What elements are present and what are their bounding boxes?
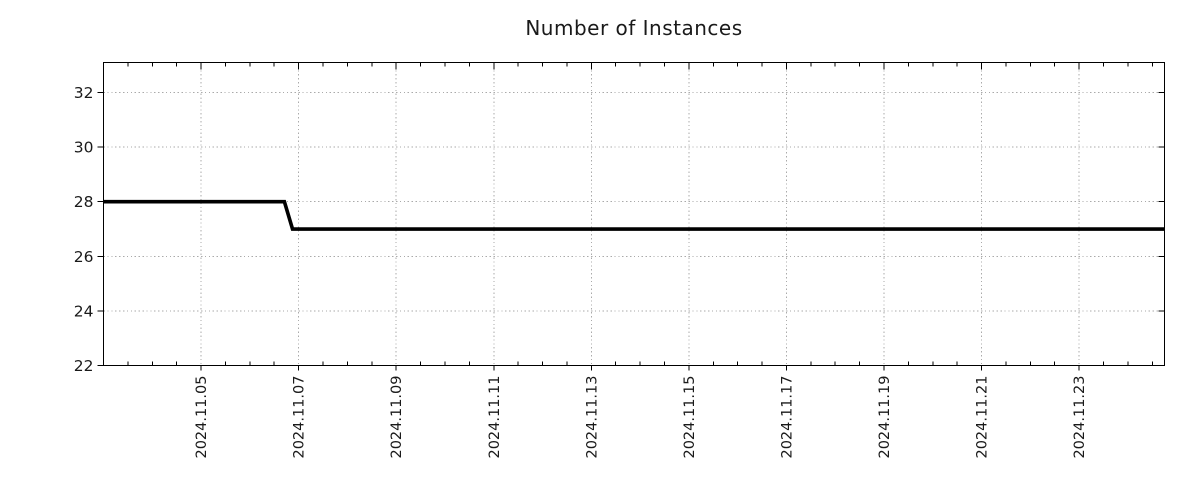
x-tick-labels: 2024.11.05 2024.11.07 2024.11.09 2024.11.11… xyxy=(194,376,1088,459)
series-line-instances xyxy=(103,199,1165,231)
axis-ticks xyxy=(97,62,1165,371)
svg-text:26: 26 xyxy=(74,248,94,266)
svg-text:2024.11.19: 2024.11.19 xyxy=(877,376,893,459)
svg-text:2024.11.09: 2024.11.09 xyxy=(389,376,405,459)
chart-title: Number of Instances xyxy=(525,16,743,40)
svg-text:32: 32 xyxy=(74,84,94,102)
svg-text:2024.11.13: 2024.11.13 xyxy=(584,376,600,459)
svg-text:24: 24 xyxy=(74,302,94,320)
svg-text:2024.11.17: 2024.11.17 xyxy=(779,376,795,459)
svg-text:2024.11.15: 2024.11.15 xyxy=(682,376,698,459)
svg-text:28: 28 xyxy=(74,193,94,211)
svg-text:2024.11.21: 2024.11.21 xyxy=(975,376,991,459)
y-tick-labels: 22 24 26 28 30 32 xyxy=(74,84,94,375)
gridlines xyxy=(103,62,1165,366)
svg-text:2024.11.07: 2024.11.07 xyxy=(292,376,308,459)
svg-text:30: 30 xyxy=(74,139,94,157)
svg-text:2024.11.11: 2024.11.11 xyxy=(487,376,503,459)
svg-text:2024.11.23: 2024.11.23 xyxy=(1072,376,1088,459)
plot-frame xyxy=(103,62,1165,366)
svg-text:2024.11.05: 2024.11.05 xyxy=(194,376,210,459)
svg-text:22: 22 xyxy=(74,357,94,375)
